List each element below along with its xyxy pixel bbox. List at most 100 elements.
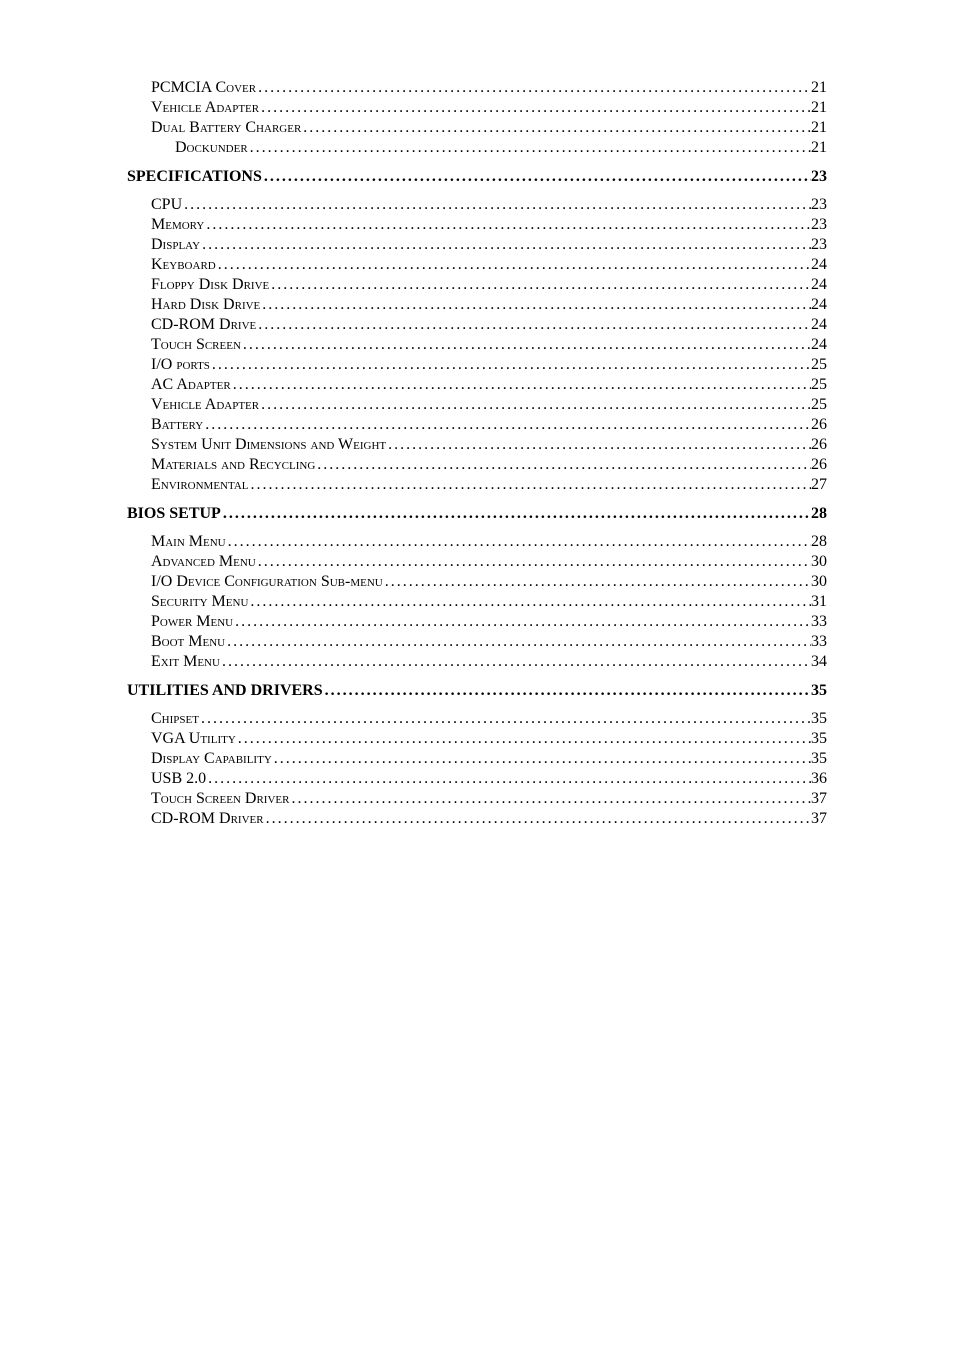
toc-dot-leader bbox=[259, 98, 811, 118]
toc-dot-leader bbox=[236, 729, 811, 749]
toc-entry: Vehicle Adapter 25 bbox=[151, 395, 827, 415]
toc-dot-leader bbox=[216, 255, 811, 275]
toc-entry-label: Keyboard bbox=[151, 255, 216, 275]
toc-entry: Memory 23 bbox=[151, 215, 827, 235]
toc-entry-label: I/O ports bbox=[151, 355, 210, 375]
toc-entry-label: USB 2.0 bbox=[151, 769, 206, 789]
toc-entry-page: 37 bbox=[811, 809, 827, 829]
toc-entry: SPECIFICATIONS 23 bbox=[127, 167, 827, 187]
toc-entry: Vehicle Adapter 21 bbox=[151, 98, 827, 118]
toc-entry-page: 26 bbox=[811, 435, 827, 455]
toc-dot-leader bbox=[203, 415, 811, 435]
toc-entry-label: Battery bbox=[151, 415, 203, 435]
toc-entry-page: 28 bbox=[811, 532, 827, 552]
toc-entry-label: Touch Screen bbox=[151, 335, 241, 355]
toc-entry: I/O ports 25 bbox=[151, 355, 827, 375]
toc-entry: I/O Device Configuration Sub-menu 30 bbox=[151, 572, 827, 592]
toc-entry-label: Display Capability bbox=[151, 749, 272, 769]
toc-entry-page: 21 bbox=[811, 78, 827, 98]
toc-entry-label: Security Menu bbox=[151, 592, 248, 612]
toc-entry-label: Main Menu bbox=[151, 532, 226, 552]
toc-entry-page: 26 bbox=[811, 415, 827, 435]
toc-entry-label: Hard Disk Drive bbox=[151, 295, 260, 315]
toc-entry-label: Advanced Menu bbox=[151, 552, 256, 572]
toc-entry: Keyboard 24 bbox=[151, 255, 827, 275]
page: PCMCIA Cover 21Vehicle Adapter 21Dual Ba… bbox=[0, 0, 954, 1351]
toc-dot-leader bbox=[269, 275, 811, 295]
toc-entry: Floppy Disk Drive 24 bbox=[151, 275, 827, 295]
toc-entry-page: 27 bbox=[811, 475, 827, 495]
toc-dot-leader bbox=[233, 612, 811, 632]
toc-entry: Chipset 35 bbox=[151, 709, 827, 729]
toc-dot-leader bbox=[182, 195, 811, 215]
toc-entry: Touch Screen Driver 37 bbox=[151, 789, 827, 809]
toc-dot-leader bbox=[323, 681, 811, 701]
toc-entry-label: VGA Utility bbox=[151, 729, 236, 749]
toc-entry-label: CD-ROM Driver bbox=[151, 809, 264, 829]
toc-entry-page: 25 bbox=[811, 395, 827, 415]
toc-entry: BIOS SETUP 28 bbox=[127, 504, 827, 524]
toc-dot-leader bbox=[260, 295, 811, 315]
toc-dot-leader bbox=[248, 138, 811, 158]
toc-entry-label: System Unit Dimensions and Weight bbox=[151, 435, 386, 455]
toc-entry-page: 35 bbox=[811, 681, 827, 701]
toc-entry-label: Materials and Recycling bbox=[151, 455, 315, 475]
toc-dot-leader bbox=[386, 435, 811, 455]
toc-dot-leader bbox=[231, 375, 811, 395]
toc-entry-page: 25 bbox=[811, 375, 827, 395]
toc-entry-page: 23 bbox=[811, 235, 827, 255]
toc-entry-page: 24 bbox=[811, 335, 827, 355]
toc-dot-leader bbox=[241, 335, 811, 355]
toc-dot-leader bbox=[256, 315, 811, 335]
toc-dot-leader bbox=[226, 532, 811, 552]
toc-dot-leader bbox=[221, 504, 811, 524]
toc-entry: Display 23 bbox=[151, 235, 827, 255]
toc-entry-label: UTILITIES AND DRIVERS bbox=[127, 681, 323, 701]
toc-dot-leader bbox=[220, 652, 811, 672]
toc-entry-page: 31 bbox=[811, 592, 827, 612]
toc-entry-page: 21 bbox=[811, 138, 827, 158]
table-of-contents: PCMCIA Cover 21Vehicle Adapter 21Dual Ba… bbox=[127, 78, 827, 829]
toc-dot-leader bbox=[225, 632, 811, 652]
toc-dot-leader bbox=[383, 572, 811, 592]
toc-entry: Exit Menu 34 bbox=[151, 652, 827, 672]
toc-entry-page: 33 bbox=[811, 612, 827, 632]
toc-entry-page: 24 bbox=[811, 315, 827, 335]
toc-entry-page: 21 bbox=[811, 118, 827, 138]
toc-entry: Environmental 27 bbox=[151, 475, 827, 495]
toc-entry-label: BIOS SETUP bbox=[127, 504, 221, 524]
toc-entry: Display Capability 35 bbox=[151, 749, 827, 769]
toc-entry-label: Vehicle Adapter bbox=[151, 98, 259, 118]
toc-entry: PCMCIA Cover 21 bbox=[151, 78, 827, 98]
toc-entry: Advanced Menu 30 bbox=[151, 552, 827, 572]
toc-entry-page: 24 bbox=[811, 255, 827, 275]
toc-dot-leader bbox=[199, 709, 811, 729]
toc-entry-label: PCMCIA Cover bbox=[151, 78, 256, 98]
toc-entry-label: CPU bbox=[151, 195, 182, 215]
toc-dot-leader bbox=[206, 769, 811, 789]
toc-entry-page: 21 bbox=[811, 98, 827, 118]
toc-entry-page: 23 bbox=[811, 195, 827, 215]
toc-entry-page: 36 bbox=[811, 769, 827, 789]
toc-entry-page: 26 bbox=[811, 455, 827, 475]
toc-entry: Materials and Recycling 26 bbox=[151, 455, 827, 475]
toc-entry-page: 24 bbox=[811, 275, 827, 295]
toc-dot-leader bbox=[259, 395, 811, 415]
toc-dot-leader bbox=[210, 355, 811, 375]
toc-entry-page: 34 bbox=[811, 652, 827, 672]
toc-entry: VGA Utility 35 bbox=[151, 729, 827, 749]
toc-dot-leader bbox=[256, 552, 811, 572]
toc-dot-leader bbox=[200, 235, 811, 255]
toc-entry-page: 35 bbox=[811, 749, 827, 769]
toc-entry: Touch Screen 24 bbox=[151, 335, 827, 355]
toc-entry: Power Menu 33 bbox=[151, 612, 827, 632]
toc-entry-label: Display bbox=[151, 235, 200, 255]
toc-dot-leader bbox=[204, 215, 811, 235]
toc-entry-page: 23 bbox=[811, 215, 827, 235]
toc-entry: Main Menu 28 bbox=[151, 532, 827, 552]
toc-entry-page: 25 bbox=[811, 355, 827, 375]
toc-entry-label: Environmental bbox=[151, 475, 249, 495]
toc-dot-leader bbox=[272, 749, 811, 769]
toc-entry-label: Floppy Disk Drive bbox=[151, 275, 269, 295]
toc-entry: System Unit Dimensions and Weight 26 bbox=[151, 435, 827, 455]
